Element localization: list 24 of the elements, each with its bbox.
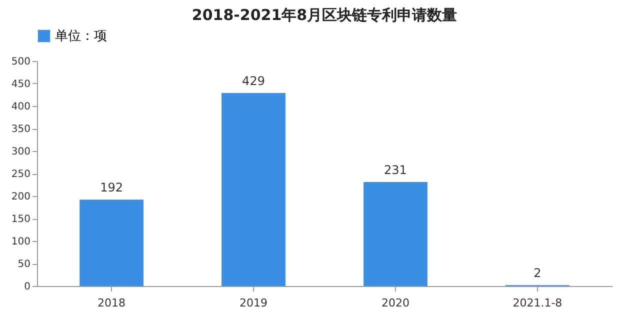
legend-label: 单位：项 xyxy=(55,29,107,44)
data-label: 192 xyxy=(100,180,123,195)
data-label: 2 xyxy=(534,266,542,280)
bar xyxy=(80,200,144,286)
y-tick-label: 0 xyxy=(24,282,30,292)
x-tick-label: 2019 xyxy=(240,296,268,310)
y-tick-label: 150 xyxy=(11,214,30,225)
y-tick-label: 100 xyxy=(11,236,30,248)
y-tick-label: 300 xyxy=(11,146,30,158)
y-tick-label: 250 xyxy=(11,169,30,180)
data-label: 231 xyxy=(384,163,407,178)
y-tick-label: 350 xyxy=(11,124,30,135)
x-tick-label: 2020 xyxy=(381,296,410,310)
y-tick-label: 500 xyxy=(11,56,30,68)
bar xyxy=(364,182,428,286)
bar xyxy=(222,92,286,286)
chart-title: 2018-2021年8月区块链专利申请数量 xyxy=(192,6,458,24)
y-tick-label: 450 xyxy=(11,79,30,90)
y-tick-label: 200 xyxy=(11,192,30,202)
x-tick-label: 2018 xyxy=(98,296,126,310)
y-tick-label: 400 xyxy=(11,102,30,112)
data-label: 429 xyxy=(242,74,265,88)
x-tick-label: 2021.1-8 xyxy=(512,296,562,310)
y-tick-label: 50 xyxy=(18,259,30,270)
